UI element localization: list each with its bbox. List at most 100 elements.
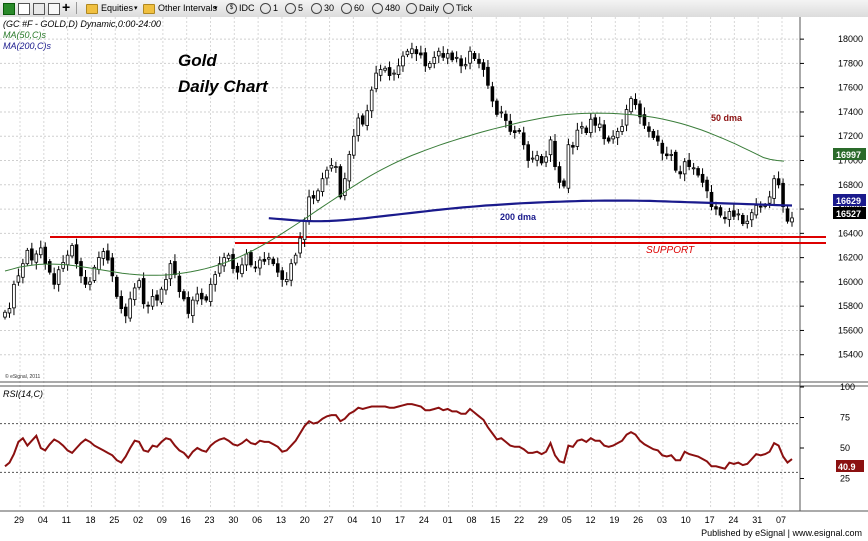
candle-body <box>16 275 21 283</box>
candle-body <box>584 127 589 134</box>
candle-body <box>772 178 776 199</box>
gold-daily-chart: 1540015600158001600016200164001660016800… <box>0 17 868 537</box>
candle-body <box>553 140 557 167</box>
rsi-value: 40.9 <box>838 462 856 472</box>
ma200-legend: MA(200,C)s <box>3 41 52 51</box>
candle-body <box>123 306 128 317</box>
list-icon[interactable] <box>48 3 60 15</box>
candle-body <box>727 211 732 220</box>
time-tick-label: 19 <box>609 515 619 525</box>
interval-1[interactable]: 1 <box>273 3 279 13</box>
candle-body <box>83 276 88 285</box>
candle-body <box>267 257 271 260</box>
candle-body <box>191 299 195 317</box>
window-icon[interactable] <box>33 3 45 15</box>
time-tick-label: 27 <box>324 515 334 525</box>
candle-body <box>226 254 231 259</box>
crosshair-icon[interactable]: + <box>62 0 71 15</box>
candle-body <box>436 50 441 57</box>
time-tick-label: 24 <box>419 515 429 525</box>
candle-body <box>624 109 629 126</box>
chart-title-line2: Daily Chart <box>178 77 269 96</box>
interval-tick[interactable]: Tick <box>456 3 473 13</box>
candle-body <box>383 67 387 71</box>
interval-daily[interactable]: Daily <box>419 3 440 13</box>
candle-body <box>168 263 173 280</box>
candle-body <box>705 179 709 192</box>
interval-60[interactable]: 60 <box>354 3 365 13</box>
candle-body <box>302 220 307 241</box>
chart-window-icon[interactable] <box>3 3 15 15</box>
interval-5[interactable]: 5 <box>298 3 304 13</box>
price-tick-label: 15800 <box>838 301 863 311</box>
candle-body <box>360 115 365 125</box>
candle-body <box>629 98 633 113</box>
support-band <box>50 235 826 245</box>
candle-body <box>526 144 530 161</box>
chart-title-line1: Gold <box>178 51 217 70</box>
annotation-50dma: 50 dma <box>711 113 743 123</box>
candle-body <box>231 254 235 269</box>
candle-body <box>785 208 790 222</box>
interval-idc[interactable]: IDC <box>239 3 255 13</box>
candle-body <box>414 49 419 55</box>
candle-body <box>736 213 741 216</box>
candle-body <box>3 311 7 318</box>
candle-body <box>289 263 293 281</box>
candle-body <box>428 63 432 68</box>
candle-body <box>557 166 562 183</box>
candle-body <box>419 52 423 56</box>
interval-30[interactable]: 30 <box>324 3 335 13</box>
rsi-line <box>4 403 793 470</box>
candle-body <box>56 269 61 285</box>
price-tick-label: 15400 <box>838 350 863 360</box>
candle-body <box>580 126 584 129</box>
rsi-tick-label: 50 <box>840 443 850 453</box>
interval-480[interactable]: 480 <box>385 3 401 13</box>
candle-body <box>432 56 437 64</box>
candle-body <box>593 117 598 126</box>
candle-body <box>378 69 383 76</box>
rsi-reference-lines <box>0 423 800 473</box>
candle-body <box>709 191 714 208</box>
candle-body <box>535 155 539 161</box>
candle-body <box>656 135 660 142</box>
candle-body <box>499 111 504 114</box>
candle-body <box>222 257 226 267</box>
candle-body <box>25 249 30 265</box>
candle-body <box>665 153 669 157</box>
candle-body <box>486 66 490 86</box>
time-tick-label: 18 <box>85 515 95 525</box>
time-tick-label: 02 <box>133 515 143 525</box>
candle-body <box>97 257 101 270</box>
candle-body <box>566 144 571 189</box>
ma200-price-value: 16629 <box>836 196 861 206</box>
candle-body <box>325 169 329 179</box>
price-tick-label: 16000 <box>838 277 863 287</box>
candle-body <box>678 171 682 175</box>
candle-body <box>249 252 253 266</box>
page-icon[interactable] <box>18 3 30 15</box>
candle-body <box>790 217 794 223</box>
folder-icon <box>143 4 155 14</box>
folder-icon <box>86 4 98 14</box>
candle-body <box>213 274 217 285</box>
chevron-down-icon[interactable]: ▾ <box>134 5 138 12</box>
time-tick-label: 30 <box>228 515 238 525</box>
other-intervals-menu[interactable]: Other Intervals <box>158 3 218 13</box>
equities-menu[interactable]: Equities <box>101 3 134 13</box>
candle-body <box>477 58 481 64</box>
price-axis: 1540015600158001600016200164001660016800… <box>800 34 863 360</box>
price-tick-label: 18000 <box>838 34 863 44</box>
time-tick-label: 26 <box>633 515 643 525</box>
price-tick-label: 17000 <box>838 156 863 166</box>
candle-body <box>490 86 495 102</box>
candle-body <box>343 178 347 196</box>
candle-body <box>351 135 356 156</box>
candle-body <box>459 58 463 67</box>
time-tick-label: 22 <box>514 515 524 525</box>
chevron-down-icon[interactable]: ▾ <box>214 5 218 12</box>
price-tick-label: 16200 <box>838 253 863 263</box>
time-tick-label: 12 <box>586 515 596 525</box>
candle-body <box>258 259 262 269</box>
